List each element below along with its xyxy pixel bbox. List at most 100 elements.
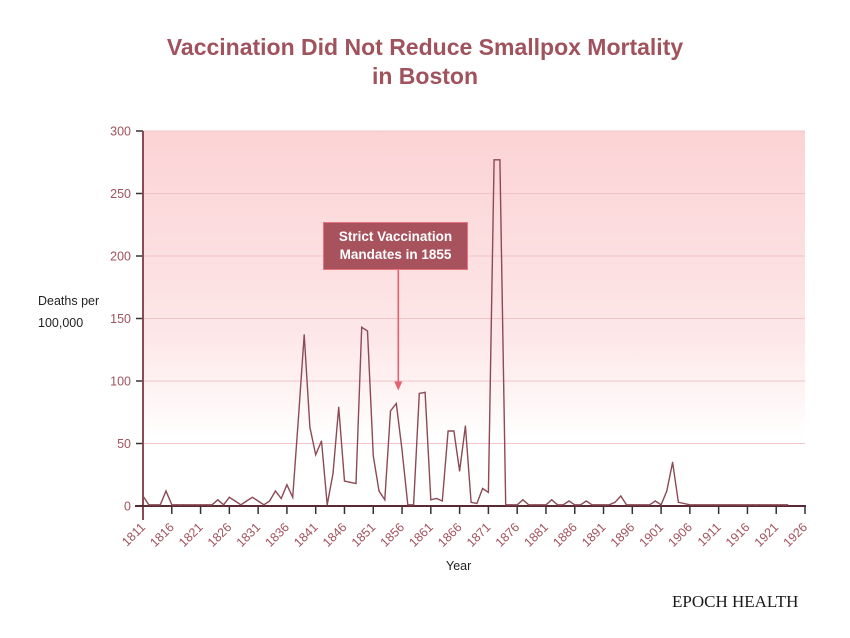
data-point xyxy=(257,500,259,502)
data-point xyxy=(585,500,587,502)
data-point xyxy=(148,504,150,506)
data-point xyxy=(499,159,501,161)
data-point xyxy=(470,501,472,503)
annotation-box: Strict Vaccination Mandates in 1855 xyxy=(323,222,468,270)
data-point xyxy=(159,504,161,506)
data-point xyxy=(528,504,530,506)
data-point xyxy=(441,500,443,502)
x-tick-label: 1891 xyxy=(579,520,609,550)
data-point xyxy=(620,495,622,497)
x-tick-label: 1811 xyxy=(119,520,148,549)
data-point xyxy=(545,504,547,506)
data-point xyxy=(435,497,438,500)
data-point xyxy=(746,504,749,506)
data-point xyxy=(366,330,369,332)
x-tick-label: 1841 xyxy=(291,520,321,550)
x-tick-label: 1861 xyxy=(406,520,436,550)
x-tick-label: 1901 xyxy=(637,520,667,550)
y-tick-label: 0 xyxy=(124,500,131,514)
data-point xyxy=(464,425,466,427)
data-point xyxy=(171,504,173,506)
data-point xyxy=(597,504,599,506)
data-point xyxy=(643,504,645,506)
x-axis-ticks: 1811 1816 1821 1826 1831 1836 1841 1846 1851 1856… xyxy=(119,506,810,550)
data-point xyxy=(153,504,156,506)
data-point xyxy=(297,417,300,420)
data-point xyxy=(666,490,668,492)
annotation-line2: Mandates in 1855 xyxy=(339,247,452,262)
data-point xyxy=(637,504,639,506)
data-point xyxy=(194,504,196,506)
x-tick-label: 1906 xyxy=(665,520,695,550)
data-point xyxy=(199,504,202,506)
data-point xyxy=(176,504,179,506)
chart-title: Vaccination Did Not Reduce Smallpox Mort… xyxy=(0,33,850,91)
data-point xyxy=(625,504,628,506)
y-tick-label: 250 xyxy=(110,187,131,201)
x-tick-label: 1921 xyxy=(752,520,782,550)
y-tick-label: 300 xyxy=(110,125,131,139)
data-point xyxy=(505,504,507,506)
data-point xyxy=(729,504,731,506)
data-point xyxy=(453,430,455,432)
data-point xyxy=(280,497,282,500)
data-point xyxy=(723,504,726,506)
x-tick-label: 1911 xyxy=(695,520,724,549)
y-axis-ticks: 0 50 100 150 200 250 300 xyxy=(110,125,143,514)
data-point xyxy=(274,490,276,492)
data-point xyxy=(700,504,702,506)
data-point xyxy=(758,504,760,506)
data-point xyxy=(614,501,616,503)
data-point xyxy=(269,500,271,502)
data-point xyxy=(631,504,633,506)
data-point xyxy=(315,454,317,456)
data-point xyxy=(188,504,190,506)
data-point xyxy=(683,502,685,505)
data-point xyxy=(591,504,593,506)
data-point xyxy=(228,496,230,498)
data-point xyxy=(349,481,351,483)
data-point xyxy=(412,504,415,506)
y-axis-label-line2: 100,000 xyxy=(38,316,84,330)
grid-lines xyxy=(143,130,805,444)
data-point xyxy=(522,499,524,501)
y-axis-label: Deaths per 100,000 xyxy=(38,290,128,334)
data-point xyxy=(430,499,432,501)
data-point xyxy=(355,482,357,485)
data-point xyxy=(142,495,144,497)
data-point xyxy=(447,430,449,432)
x-tick-label: 1871 xyxy=(464,520,494,550)
data-point xyxy=(372,455,374,457)
data-point xyxy=(574,504,576,506)
data-point xyxy=(338,406,340,408)
y-tick-label: 200 xyxy=(110,250,131,264)
data-point xyxy=(418,392,420,395)
data-point xyxy=(343,480,346,482)
data-point xyxy=(672,461,674,463)
data-point xyxy=(459,470,461,472)
x-tick-label: 1821 xyxy=(176,520,206,550)
data-point xyxy=(424,391,426,393)
series-points xyxy=(142,159,789,506)
data-point xyxy=(378,490,380,492)
data-point xyxy=(752,504,754,506)
data-point xyxy=(677,501,679,503)
y-tick-label: 150 xyxy=(110,312,131,326)
data-point xyxy=(211,504,213,506)
x-tick-label: 1856 xyxy=(378,520,408,550)
data-point xyxy=(781,504,783,506)
x-tick-label: 1831 xyxy=(234,520,264,550)
data-point xyxy=(240,504,242,506)
data-point xyxy=(787,504,789,506)
data-point xyxy=(775,504,777,506)
data-point xyxy=(539,504,541,506)
chart-title-line1: Vaccination Did Not Reduce Smallpox Mort… xyxy=(166,34,684,60)
data-point xyxy=(516,504,518,506)
data-point xyxy=(286,484,288,486)
data-point xyxy=(764,504,766,506)
data-point xyxy=(165,490,167,492)
data-point xyxy=(482,487,484,490)
chart-title-line2: in Boston xyxy=(371,63,479,89)
x-tick-label: 1826 xyxy=(205,520,235,550)
data-point xyxy=(205,504,207,506)
